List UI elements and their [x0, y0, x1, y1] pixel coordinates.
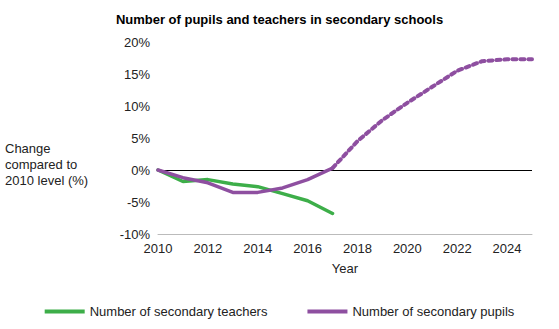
- svg-text:2020: 2020: [393, 241, 422, 256]
- svg-text:-10%: -10%: [120, 227, 151, 242]
- svg-text:0%: 0%: [131, 163, 150, 178]
- svg-text:compared to: compared to: [5, 157, 81, 172]
- svg-text:20%: 20%: [124, 35, 150, 50]
- svg-text:2010: 2010: [144, 241, 173, 256]
- svg-text:Number of secondary pupils: Number of secondary pupils: [352, 304, 514, 319]
- svg-text:2022: 2022: [443, 241, 472, 256]
- svg-text:10%: 10%: [124, 99, 150, 114]
- svg-text:15%: 15%: [124, 67, 150, 82]
- svg-text:2018: 2018: [343, 241, 372, 256]
- svg-text:Year: Year: [332, 261, 359, 276]
- svg-text:2012: 2012: [193, 241, 222, 256]
- svg-text:Change: Change: [5, 141, 54, 156]
- svg-text:Number of pupils and teachers: Number of pupils and teachers in seconda…: [116, 12, 443, 27]
- svg-text:2014: 2014: [243, 241, 272, 256]
- svg-text:2016: 2016: [293, 241, 322, 256]
- svg-text:Number of secondary teachers: Number of secondary teachers: [90, 304, 268, 319]
- svg-text:5%: 5%: [131, 131, 150, 146]
- svg-text:-5%: -5%: [127, 195, 151, 210]
- svg-text:2024: 2024: [493, 241, 522, 256]
- svg-text:2010 level (%): 2010 level (%): [5, 173, 88, 188]
